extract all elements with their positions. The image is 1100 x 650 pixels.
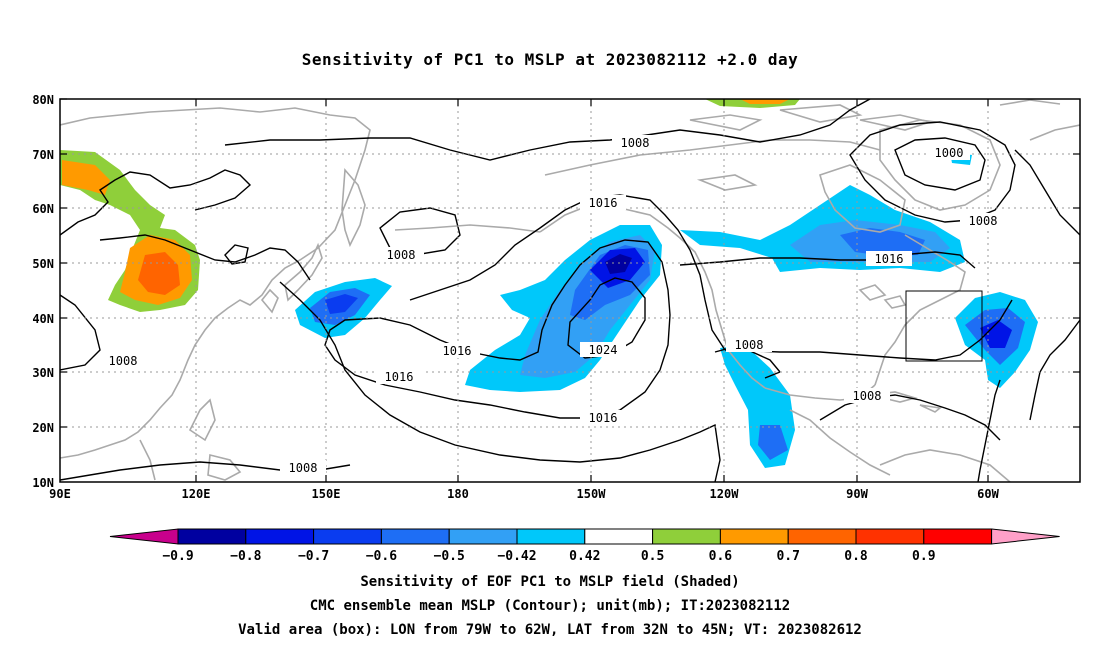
negative-region-canada-core [840,228,925,256]
caption-line-3: Valid area (box): LON from 79W to 62W, L… [238,622,862,638]
contour-label: 1000 [935,146,964,160]
positive-region-asia-strong [62,160,110,195]
colorbar-swatch [516,528,586,545]
colorbar-label: 0.8 [844,549,868,564]
colorbar-swatch [177,528,247,545]
contour-1016-canada-north [679,251,976,269]
contour-label-group: 1008 1000 1008 1016 1008 1016 1016 1024 … [100,135,1006,475]
sensitivity-shading [60,99,1038,468]
contour-1024-high [567,277,646,359]
colorbar-label: 0.6 [709,549,733,564]
lat-label: 40N [32,312,54,326]
colorbar-swatch [245,528,315,545]
negative-region-japan-inner [325,294,358,314]
contour-label: 1024 [589,343,618,357]
latitude-labels: 80N 70N 60N 50N 40N 30N 20N 10N [32,93,54,490]
lat-label: 70N [32,148,54,162]
contour-label: 1016 [875,252,904,266]
contour-label: 1008 [969,214,998,228]
lon-label: 150E [312,487,341,501]
lat-label: 80N [32,93,54,107]
colorbar-swatch [719,528,789,545]
contour-label: 1008 [109,354,138,368]
colorbar-swatch [380,528,450,545]
tick-marks [60,98,1080,482]
colorbar-swatch [923,528,993,545]
colorbar: −0.9 −0.8 −0.7 −0.6 −0.5 −0.42 0.42 0.5 0.6 0.7 0.… [109,528,1060,564]
colorbar-label: −0.6 [366,549,397,564]
colorbar-arrow-left [109,528,179,545]
contour-1008-low [849,121,1016,223]
colorbar-label: −0.9 [162,549,193,564]
valid-area-box [905,290,983,362]
contour-label: 1008 [289,461,318,475]
colorbar-label: −0.5 [434,549,465,564]
lon-label: 120E [182,487,211,501]
map-frame [59,98,1081,483]
contour-label: 1016 [385,370,414,384]
contour-label: 1008 [735,338,764,352]
colorbar-swatch [652,528,721,545]
colorbar-swatch [584,528,654,545]
contour-1008-asia [60,294,101,371]
lon-label: 120W [710,487,740,501]
lat-label: 10N [32,476,54,490]
caption-line-2: CMC ensemble mean MSLP (Contour); unit(m… [309,598,791,614]
caption-line-1: Sensitivity of EOF PC1 to MSLP field (Sh… [360,574,740,590]
contour-east-atlantic [977,379,1001,482]
colorbar-label: −0.8 [230,549,261,564]
colorbar-arrow-right [991,528,1060,545]
negative-region-pacific-deepest [605,254,632,274]
colorbar-swatch [313,528,382,545]
contour-1008-china [99,234,311,281]
colorbar-label: −0.7 [298,549,329,564]
colorbar-swatch [448,528,518,545]
contour-east-north [1014,149,1080,236]
contour-1016-canada [724,299,1013,361]
contour-label: 1016 [589,196,618,210]
contour-label: 1008 [387,248,416,262]
lon-label: 150W [577,487,607,501]
chart-title: Sensitivity of PC1 to MSLP at 2023082112… [301,50,799,69]
colorbar-label: −0.42 [497,549,536,564]
contour-1008-asia-north [60,169,252,236]
colorbar-label: 0.5 [641,549,664,564]
contour-label: 1016 [443,344,472,358]
longitude-labels: 90E 120E 150E 180 150W 120W 90W 60W [49,487,999,501]
negative-region-mexico-core [758,425,788,460]
lat-label: 60N [32,202,54,216]
colorbar-swatch [787,528,857,545]
colorbar-label: 0.9 [912,549,935,564]
contour-label: 1008 [853,389,882,403]
contour-label: 1016 [589,411,618,425]
positive-region-arctic-core [740,99,790,104]
colorbar-label: 0.42 [569,549,600,564]
lat-label: 20N [32,421,54,435]
colorbar-label: 0.7 [776,549,799,564]
lon-label: 90E [49,487,71,501]
lat-label: 50N [32,257,54,271]
lon-label: 60W [977,487,999,501]
contour-1016-west [279,281,721,482]
lon-label: 180 [447,487,469,501]
contour-asia-island [224,244,249,265]
contour-1016-south [324,239,671,419]
contour-1008-arctic [224,99,871,161]
contour-far-east [1029,319,1080,421]
grid-lines [60,99,1080,482]
lat-label: 30N [32,366,54,380]
contour-1000-low [894,137,986,191]
contour-label: 1008 [621,136,650,150]
lon-label: 90W [846,487,868,501]
colorbar-swatch [855,528,925,545]
